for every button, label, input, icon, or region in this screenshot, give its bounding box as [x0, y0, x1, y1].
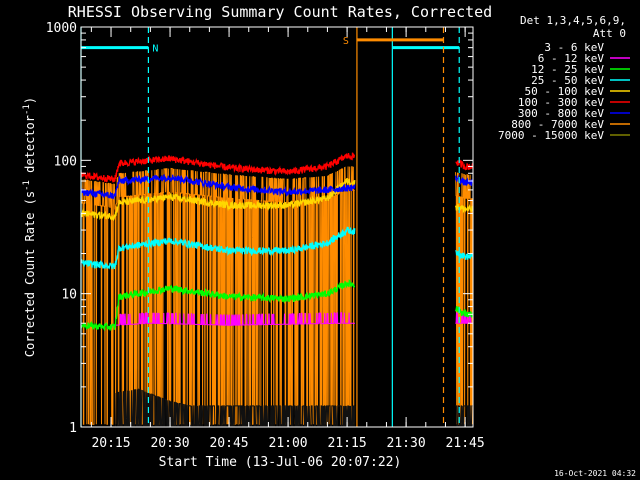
x-tick-label: 21:00	[269, 436, 308, 451]
x-tick-label: 20:45	[209, 436, 248, 451]
legend-label: 7000 - 15000 keV	[498, 129, 604, 142]
series-50-100-kev	[80, 177, 474, 222]
x-tick-label: 20:30	[150, 436, 189, 451]
x-axis-label: Start Time (13-Jul-06 20:07:22)	[159, 455, 402, 470]
legend-label: 25 - 50 keV	[531, 74, 604, 87]
annotation-night-label: N	[152, 44, 158, 55]
y-tick-label: 100	[54, 154, 77, 169]
legend-label: 50 - 100 keV	[525, 85, 605, 98]
legend-label: 12 - 25 keV	[531, 63, 604, 76]
series-25-50-kev	[80, 226, 474, 270]
legend-header-line2: Att 0	[593, 27, 626, 40]
y-axis-label: Corrected Count Rate (s-1 detector-1)	[22, 97, 37, 357]
y-tick-label: 1000	[46, 21, 77, 36]
series-3-6-kev	[114, 388, 473, 428]
legend-label: 6 - 12 keV	[538, 52, 605, 65]
series-100-300-kev	[80, 152, 474, 184]
legend-header-line1: Det 1,3,4,5,6,9,	[520, 14, 626, 27]
plot-marks: NS	[80, 27, 474, 428]
legend-label: 300 - 800 keV	[518, 107, 604, 120]
legend-label: 800 - 7000 keV	[511, 118, 604, 131]
y-tick-label: 10	[61, 288, 77, 303]
x-tick-label: 20:15	[91, 436, 130, 451]
y-tick-label: 1	[69, 421, 77, 436]
x-tick-label: 21:15	[328, 436, 367, 451]
x-tick-label: 21:30	[387, 436, 426, 451]
footer-date: 16-Oct-2021 04:32	[554, 469, 636, 478]
legend-label: 100 - 300 keV	[518, 96, 604, 109]
annotation-saa-label: S	[343, 36, 349, 47]
chart-title: RHESSI Observing Summary Count Rates, Co…	[68, 3, 492, 21]
series-6-12-kev	[115, 312, 473, 326]
x-tick-label: 21:45	[446, 436, 485, 451]
legend-label: 3 - 6 keV	[544, 41, 604, 54]
plot-frame	[80, 26, 474, 428]
axes: 1 10 100 1000 20:15 20:30 20:45 21:00 21:15 21:30…	[46, 21, 485, 451]
